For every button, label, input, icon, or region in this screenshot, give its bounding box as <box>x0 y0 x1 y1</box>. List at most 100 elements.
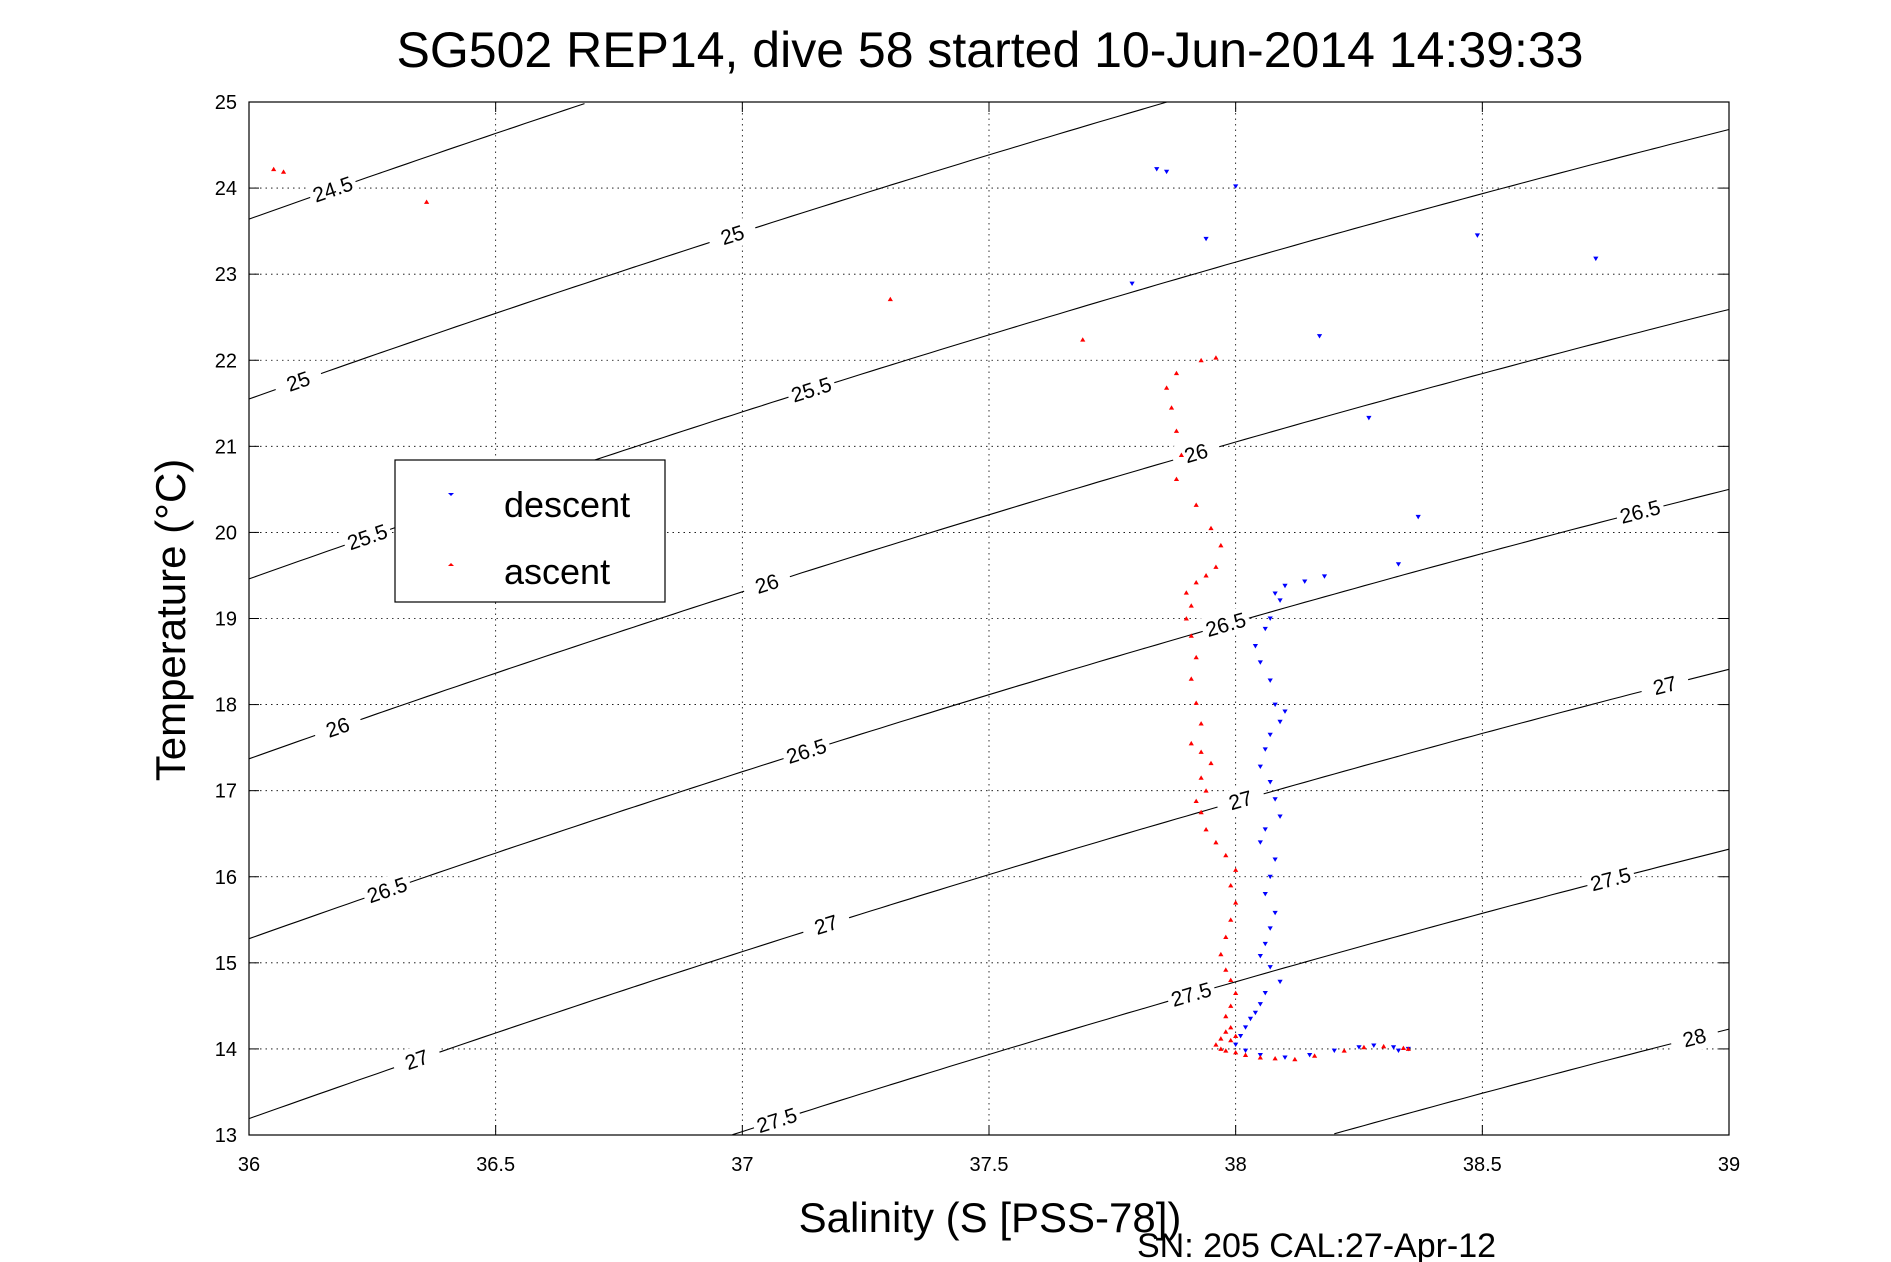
y-tick-label: 15 <box>215 953 237 975</box>
point-descent <box>1242 1048 1249 1054</box>
point-descent <box>1262 747 1268 752</box>
isopycnal-label-backdrop <box>389 1039 444 1080</box>
point-ascent <box>1203 788 1209 793</box>
point-descent <box>1272 702 1278 707</box>
y-tick-label: 18 <box>215 695 237 717</box>
isopycnal-label-backdrop <box>1164 975 1218 1014</box>
legend-marker-ascent <box>448 563 454 566</box>
point-descent <box>1252 1010 1258 1016</box>
point-ascent <box>1223 1048 1229 1053</box>
point-ascent <box>1218 542 1224 548</box>
isopycnal-label-backdrop <box>1613 493 1667 531</box>
legend-label-descent: descent <box>504 484 630 525</box>
x-axis-title: Salinity (S [PSS-78]) <box>799 1194 1182 1241</box>
point-descent <box>1262 990 1268 996</box>
point-descent <box>1331 1048 1337 1054</box>
point-descent <box>1238 1034 1244 1039</box>
point-ascent <box>1203 827 1209 832</box>
isopycnal-label: 28 <box>1680 1024 1708 1052</box>
point-descent <box>1316 334 1323 339</box>
point-descent <box>1395 562 1402 567</box>
point-ascent <box>1233 900 1239 905</box>
isopycnal-label-backdrop <box>1169 434 1223 473</box>
isopycnal-label: 27 <box>1651 672 1679 700</box>
point-ascent <box>1405 1046 1411 1051</box>
point-ascent <box>1188 603 1194 608</box>
chart-title: SG502 REP14, dive 58 started 10-Jun-2014… <box>397 22 1584 78</box>
point-descent <box>1154 167 1160 172</box>
point-descent <box>1257 764 1263 769</box>
point-descent <box>1267 926 1273 931</box>
x-tick-label: 36 <box>238 1154 260 1176</box>
point-ascent <box>1080 337 1086 342</box>
point-ascent <box>1173 428 1180 433</box>
y-tick-label: 22 <box>215 350 237 372</box>
point-ascent <box>280 169 287 174</box>
point-descent <box>1267 965 1273 970</box>
axis-ticks: 36 36.5 37 37.5 38 38.5 39 13 14 15 16 17 18 19 20 21 22… <box>215 92 1740 1176</box>
point-descent <box>1272 910 1278 916</box>
legend-box <box>394 459 666 603</box>
point-ascent <box>1183 616 1189 621</box>
y-tick-label: 13 <box>215 1125 237 1147</box>
isopycnal-label-backdrop <box>1199 605 1253 644</box>
y-tick-label: 16 <box>215 867 237 889</box>
isopycnal-label-backdrop <box>360 870 415 911</box>
x-tick-label: 37.5 <box>970 1154 1009 1176</box>
point-ascent <box>1198 809 1204 815</box>
calibration-footnote: SN: 205 CAL:27-Apr-12 <box>1137 1227 1496 1262</box>
point-descent <box>1252 644 1258 649</box>
point-descent <box>1262 941 1268 947</box>
point-ascent <box>1223 1013 1229 1019</box>
point-descent <box>1129 281 1135 287</box>
x-tick-label: 38 <box>1225 1154 1247 1176</box>
isopycnal-line <box>248 668 1730 1120</box>
point-descent <box>1272 591 1278 596</box>
point-descent <box>1277 598 1283 603</box>
legend-marker-descent <box>448 493 454 496</box>
point-descent <box>1257 1002 1263 1007</box>
point-ascent <box>1272 1055 1278 1061</box>
point-descent <box>1272 797 1278 802</box>
point-ascent <box>1242 1052 1249 1057</box>
point-ascent <box>1213 1042 1219 1047</box>
isopycnal-label-backdrop <box>1213 781 1268 820</box>
point-ascent <box>1228 977 1234 983</box>
point-descent <box>1321 574 1328 579</box>
point-ascent <box>1257 1055 1263 1060</box>
point-ascent <box>1233 1049 1239 1055</box>
isopycnal-line <box>248 488 1730 940</box>
point-ascent <box>1198 721 1204 726</box>
y-tick-label: 24 <box>215 178 237 200</box>
point-descent <box>1164 169 1170 175</box>
point-ascent <box>1292 1056 1298 1062</box>
point-ascent <box>1193 700 1199 705</box>
point-ascent <box>1178 452 1184 457</box>
series-ascent <box>271 166 1411 1062</box>
point-descent <box>1233 1042 1239 1048</box>
point-descent <box>1415 514 1421 520</box>
point-ascent <box>1228 1003 1234 1008</box>
point-descent <box>1262 626 1268 632</box>
point-descent <box>1277 979 1283 985</box>
y-tick-label: 14 <box>215 1039 237 1061</box>
point-ascent <box>1198 749 1204 754</box>
point-descent <box>1593 256 1599 262</box>
point-ascent <box>1223 1029 1229 1034</box>
point-descent <box>1272 857 1278 862</box>
point-ascent <box>1361 1044 1367 1050</box>
point-ascent <box>1173 370 1180 376</box>
point-ascent <box>1193 502 1199 507</box>
point-descent <box>1371 1043 1377 1048</box>
isopycnal-label-backdrop <box>799 905 853 945</box>
point-descent <box>1267 616 1273 621</box>
point-ascent <box>1198 775 1204 780</box>
y-tick-label: 17 <box>215 781 237 803</box>
point-ascent <box>1228 917 1234 922</box>
point-ascent <box>887 296 893 302</box>
y-tick-label: 20 <box>215 522 237 544</box>
point-ascent <box>1228 1037 1234 1043</box>
isopycnal-label-backdrop <box>1638 667 1692 705</box>
